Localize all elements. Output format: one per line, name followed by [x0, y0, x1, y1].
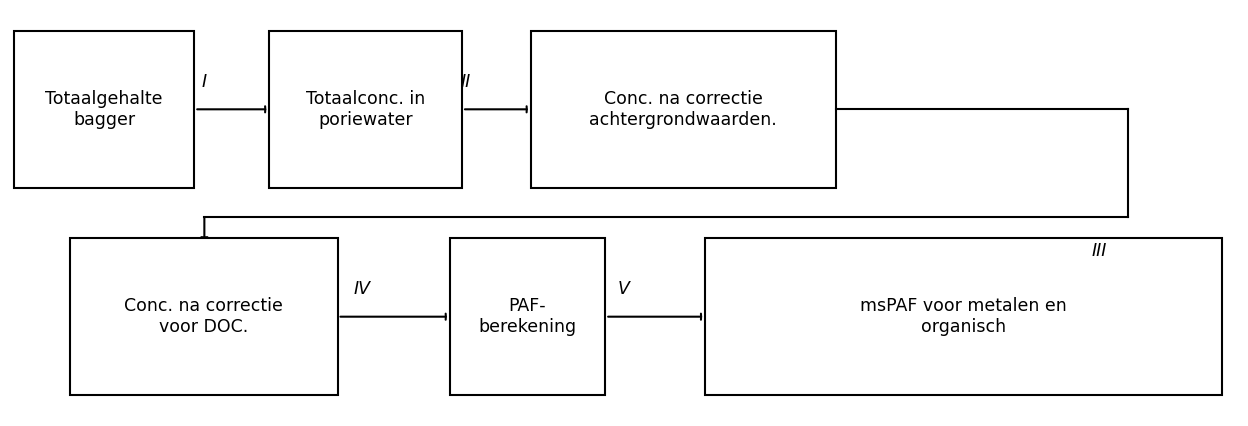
- Text: III: III: [1092, 242, 1107, 260]
- Text: Totaalgehalte
bagger: Totaalgehalte bagger: [45, 90, 163, 129]
- Text: IV: IV: [354, 280, 371, 298]
- FancyBboxPatch shape: [14, 31, 195, 187]
- Text: Conc. na correctie
voor DOC.: Conc. na correctie voor DOC.: [125, 297, 283, 336]
- Text: Conc. na correctie
achtergrondwaarden.: Conc. na correctie achtergrondwaarden.: [589, 90, 778, 129]
- Text: msPAF voor metalen en
organisch: msPAF voor metalen en organisch: [860, 297, 1067, 336]
- FancyBboxPatch shape: [449, 239, 605, 395]
- Text: II: II: [461, 73, 470, 91]
- Text: I: I: [202, 73, 207, 91]
- FancyBboxPatch shape: [705, 239, 1222, 395]
- FancyBboxPatch shape: [270, 31, 462, 187]
- Text: PAF-
berekening: PAF- berekening: [478, 297, 577, 336]
- Text: V: V: [618, 280, 630, 298]
- FancyBboxPatch shape: [530, 31, 836, 187]
- FancyBboxPatch shape: [70, 239, 338, 395]
- Text: Totaalconc. in
poriewater: Totaalconc. in poriewater: [306, 90, 426, 129]
